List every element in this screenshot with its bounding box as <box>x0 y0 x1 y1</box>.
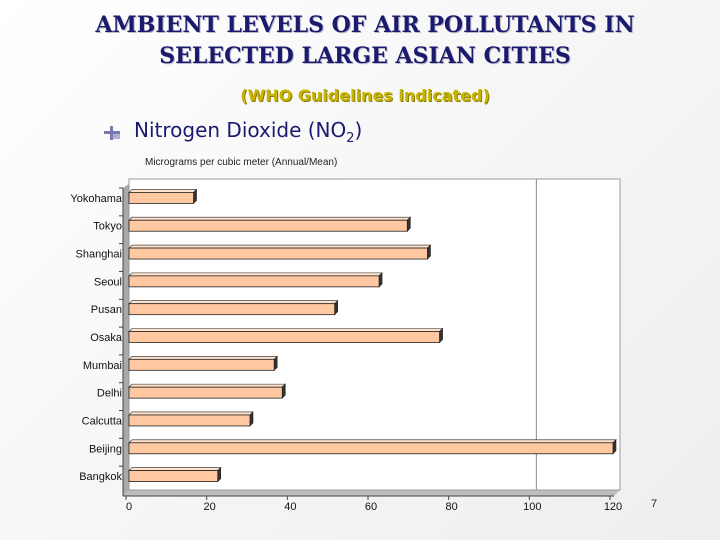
title-line-1: AMBIENT LEVELS OF AIR POLLUTANTS IN <box>95 12 635 38</box>
x-tick-label: 0 <box>126 501 132 513</box>
bar <box>128 244 432 260</box>
slide-title: AMBIENT LEVELS OF AIR POLLUTANTS IN SELE… <box>0 10 720 72</box>
bar <box>128 299 339 316</box>
y-tick-label: Yokohama <box>70 193 122 205</box>
slide-subtitle: (WHO Guidelines indicated) <box>240 86 490 105</box>
x-tick-label: 120 <box>604 501 622 513</box>
bar <box>128 327 444 344</box>
chart-heading: Nitrogen Dioxide (NO2) <box>134 118 362 146</box>
plot-side-wall <box>123 184 129 496</box>
units-label: Micrograms per cubic meter (Annual/Mean) <box>145 157 338 168</box>
y-tick-label: Seoul <box>94 276 122 288</box>
x-tick-label: 20 <box>204 501 216 513</box>
bar <box>128 466 222 483</box>
y-tick-label: Calcutta <box>82 415 123 427</box>
y-tick-label: Delhi <box>97 388 122 400</box>
bar <box>128 411 254 427</box>
heading-text: Nitrogen Dioxide (NO <box>134 118 347 142</box>
y-tick-label: Shanghai <box>76 249 123 261</box>
y-tick-label: Osaka <box>90 332 123 344</box>
x-tick-label: 40 <box>284 501 296 513</box>
bar <box>128 272 383 288</box>
bar <box>128 188 198 205</box>
bullet-bar-icon <box>104 126 120 140</box>
y-tick-label: Mumbai <box>83 360 122 372</box>
bar <box>128 439 617 455</box>
heading-subscript: 2 <box>346 131 355 146</box>
x-tick-label: 80 <box>446 501 458 513</box>
bar <box>128 383 286 399</box>
bar <box>128 355 278 372</box>
x-tick-label: 100 <box>523 501 541 513</box>
y-tick-label: Bangkok <box>79 471 122 483</box>
y-tick-label: Tokyo <box>93 221 122 233</box>
heading-close: ) <box>354 118 363 142</box>
page-number: 7 <box>651 498 658 510</box>
bar <box>128 216 412 232</box>
x-tick-label: 60 <box>365 501 377 513</box>
plot-floor <box>123 490 620 496</box>
y-tick-label: Beijing <box>89 443 122 455</box>
title-line-2: SELECTED LARGE ASIAN CITIES <box>159 43 571 69</box>
y-tick-label: Pusan <box>91 304 122 316</box>
